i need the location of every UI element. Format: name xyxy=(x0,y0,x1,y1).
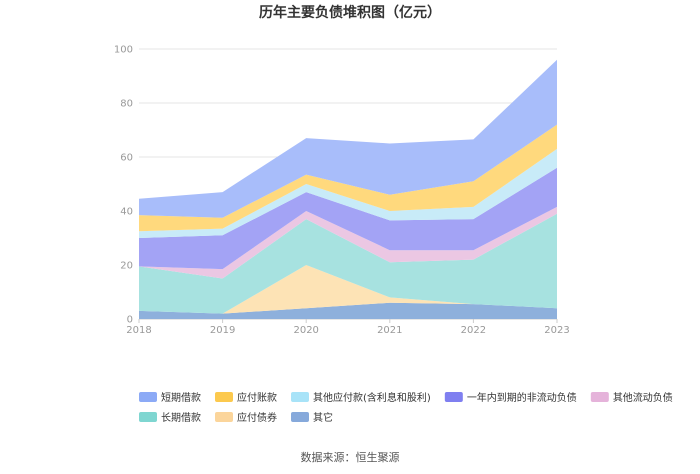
legend-label: 短期借款 xyxy=(161,391,201,404)
legend-item[interactable]: 应付债券 xyxy=(215,411,277,424)
x-tick-label: 2020 xyxy=(293,325,318,336)
y-tick-label: 80 xyxy=(120,99,133,110)
y-axis: 0 20 40 60 80 100 xyxy=(114,45,133,326)
y-tick-label: 60 xyxy=(120,153,133,164)
legend-item[interactable]: 长期借款 xyxy=(139,411,201,424)
area-短期借款 xyxy=(139,59,557,218)
legend-item[interactable]: 一年内到期的非流动负债 xyxy=(444,391,577,404)
legend-swatch xyxy=(215,412,233,422)
x-tick-label: 2021 xyxy=(377,325,402,336)
area-其他应付款(含利息和股利) xyxy=(139,148,557,238)
y-tick-label: 20 xyxy=(120,261,133,272)
area-一年内到期的非流动负债 xyxy=(139,167,557,270)
x-tick-label: 2018 xyxy=(126,325,151,336)
legend-item[interactable]: 其他流动负债 xyxy=(590,391,673,404)
legend-swatch xyxy=(291,392,309,402)
x-axis: 2018 2019 2020 2021 2022 2023 xyxy=(126,319,570,336)
area-应付债券 xyxy=(139,265,557,314)
legend: 短期借款 应付账款 其他应付款(含利息和股利) 一年内到期的非流动负债 其他流动负债长期… xyxy=(139,391,673,424)
y-tick-label: 0 xyxy=(127,315,133,326)
x-tick-label: 2023 xyxy=(544,325,569,336)
legend-swatch xyxy=(215,392,233,402)
legend-swatch xyxy=(139,392,157,402)
area-其它 xyxy=(139,302,557,319)
legend-label: 长期借款 xyxy=(161,411,201,424)
legend-swatch xyxy=(444,392,463,402)
legend-label: 其它 xyxy=(313,411,333,424)
legend-item[interactable]: 短期借款 xyxy=(139,391,201,404)
legend-label: 一年内到期的非流动负债 xyxy=(467,391,577,404)
data-source: 数据来源：恒生聚源 xyxy=(301,450,400,464)
area-长期借款 xyxy=(139,213,557,314)
y-tick-label: 40 xyxy=(120,207,133,218)
area-应付账款 xyxy=(139,124,557,232)
legend-swatch xyxy=(139,412,157,422)
legend-swatch xyxy=(291,412,309,422)
x-tick-label: 2019 xyxy=(210,325,235,336)
legend-swatch xyxy=(590,392,609,402)
legend-label: 应付账款 xyxy=(237,391,277,404)
y-tick-label: 100 xyxy=(114,45,133,56)
area-其他流动负债 xyxy=(139,206,557,279)
legend-item[interactable]: 其它 xyxy=(291,411,333,424)
area-series xyxy=(139,59,557,319)
legend-item[interactable]: 应付账款 xyxy=(215,391,277,404)
legend-label: 其他流动负债 xyxy=(613,391,673,404)
x-tick-label: 2022 xyxy=(461,325,486,336)
legend-item[interactable]: 其他应付款(含利息和股利) xyxy=(291,391,431,404)
legend-label: 其他应付款(含利息和股利) xyxy=(313,391,431,404)
legend-label: 应付债券 xyxy=(237,411,277,424)
chart-title: 历年主要负债堆积图（亿元） xyxy=(259,4,441,21)
